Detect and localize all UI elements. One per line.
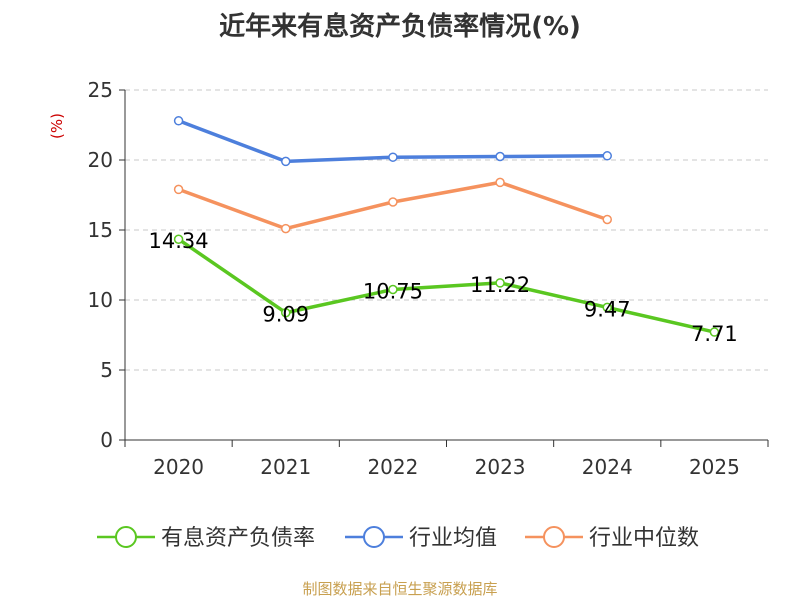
y-tick-label: 25 [88,78,113,102]
data-point [709,327,720,337]
data-point [388,152,398,162]
data-label: 11.22 [470,273,530,297]
series-1 [173,116,612,167]
legend-item-0: 有息资产负债率 [97,526,315,551]
data-label: 10.75 [363,280,423,304]
y-tick-label: 10 [88,288,113,312]
data-label: 7.71 [691,322,738,346]
legend-label: 有息资产负债率 [161,526,315,551]
x-tick-label: 2024 [582,455,633,479]
data-point [495,151,505,162]
data-point [281,156,291,167]
data-point [602,151,612,161]
data-point [602,214,612,225]
series-2 [173,177,612,234]
y-axis-label: (%) [48,113,66,139]
legend-item-2: 行业中位数 [525,526,699,551]
data-point [495,278,505,288]
legend-label: 行业中位数 [589,526,699,551]
x-tick-label: 2021 [260,455,311,479]
legend-marker [115,526,137,548]
x-tick-label: 2022 [367,455,418,479]
x-tick-label: 2023 [475,455,526,479]
legend: 有息资产负债率 行业均值 行业中位数 [97,526,699,551]
data-point [388,197,398,207]
x-tick-label: 2025 [689,455,740,479]
y-tick-label: 0 [100,428,113,452]
data-point [173,234,184,244]
data-point [173,184,184,195]
y-tick-label: 20 [88,148,113,172]
series-group: 14.34 9.09 10.75 11.22 9.47 7.71 [149,116,738,346]
y-tick-label: 15 [88,218,113,242]
data-point [602,302,612,313]
legend-item-1: 行业均值 [345,526,497,551]
legend-marker [543,526,565,548]
data-label: 14.34 [149,229,209,253]
data-point [281,223,291,234]
legend-marker [363,526,385,548]
x-tick-label: 2020 [153,455,204,479]
data-point [388,284,398,295]
data-point [495,177,505,188]
data-label: 9.09 [262,303,309,327]
data-label: 9.47 [584,297,631,321]
series-0: 14.34 9.09 10.75 11.22 9.47 7.71 [149,229,738,346]
data-point [173,116,184,126]
source-note: 制图数据来自恒生聚源数据库 [302,580,498,598]
grid [125,89,768,371]
data-point [281,307,291,318]
legend-label: 行业均值 [409,526,497,551]
y-tick-label: 5 [100,358,113,382]
series-line [177,237,715,334]
chart-title: 近年来有息资产负债率情况(%) [219,12,581,42]
